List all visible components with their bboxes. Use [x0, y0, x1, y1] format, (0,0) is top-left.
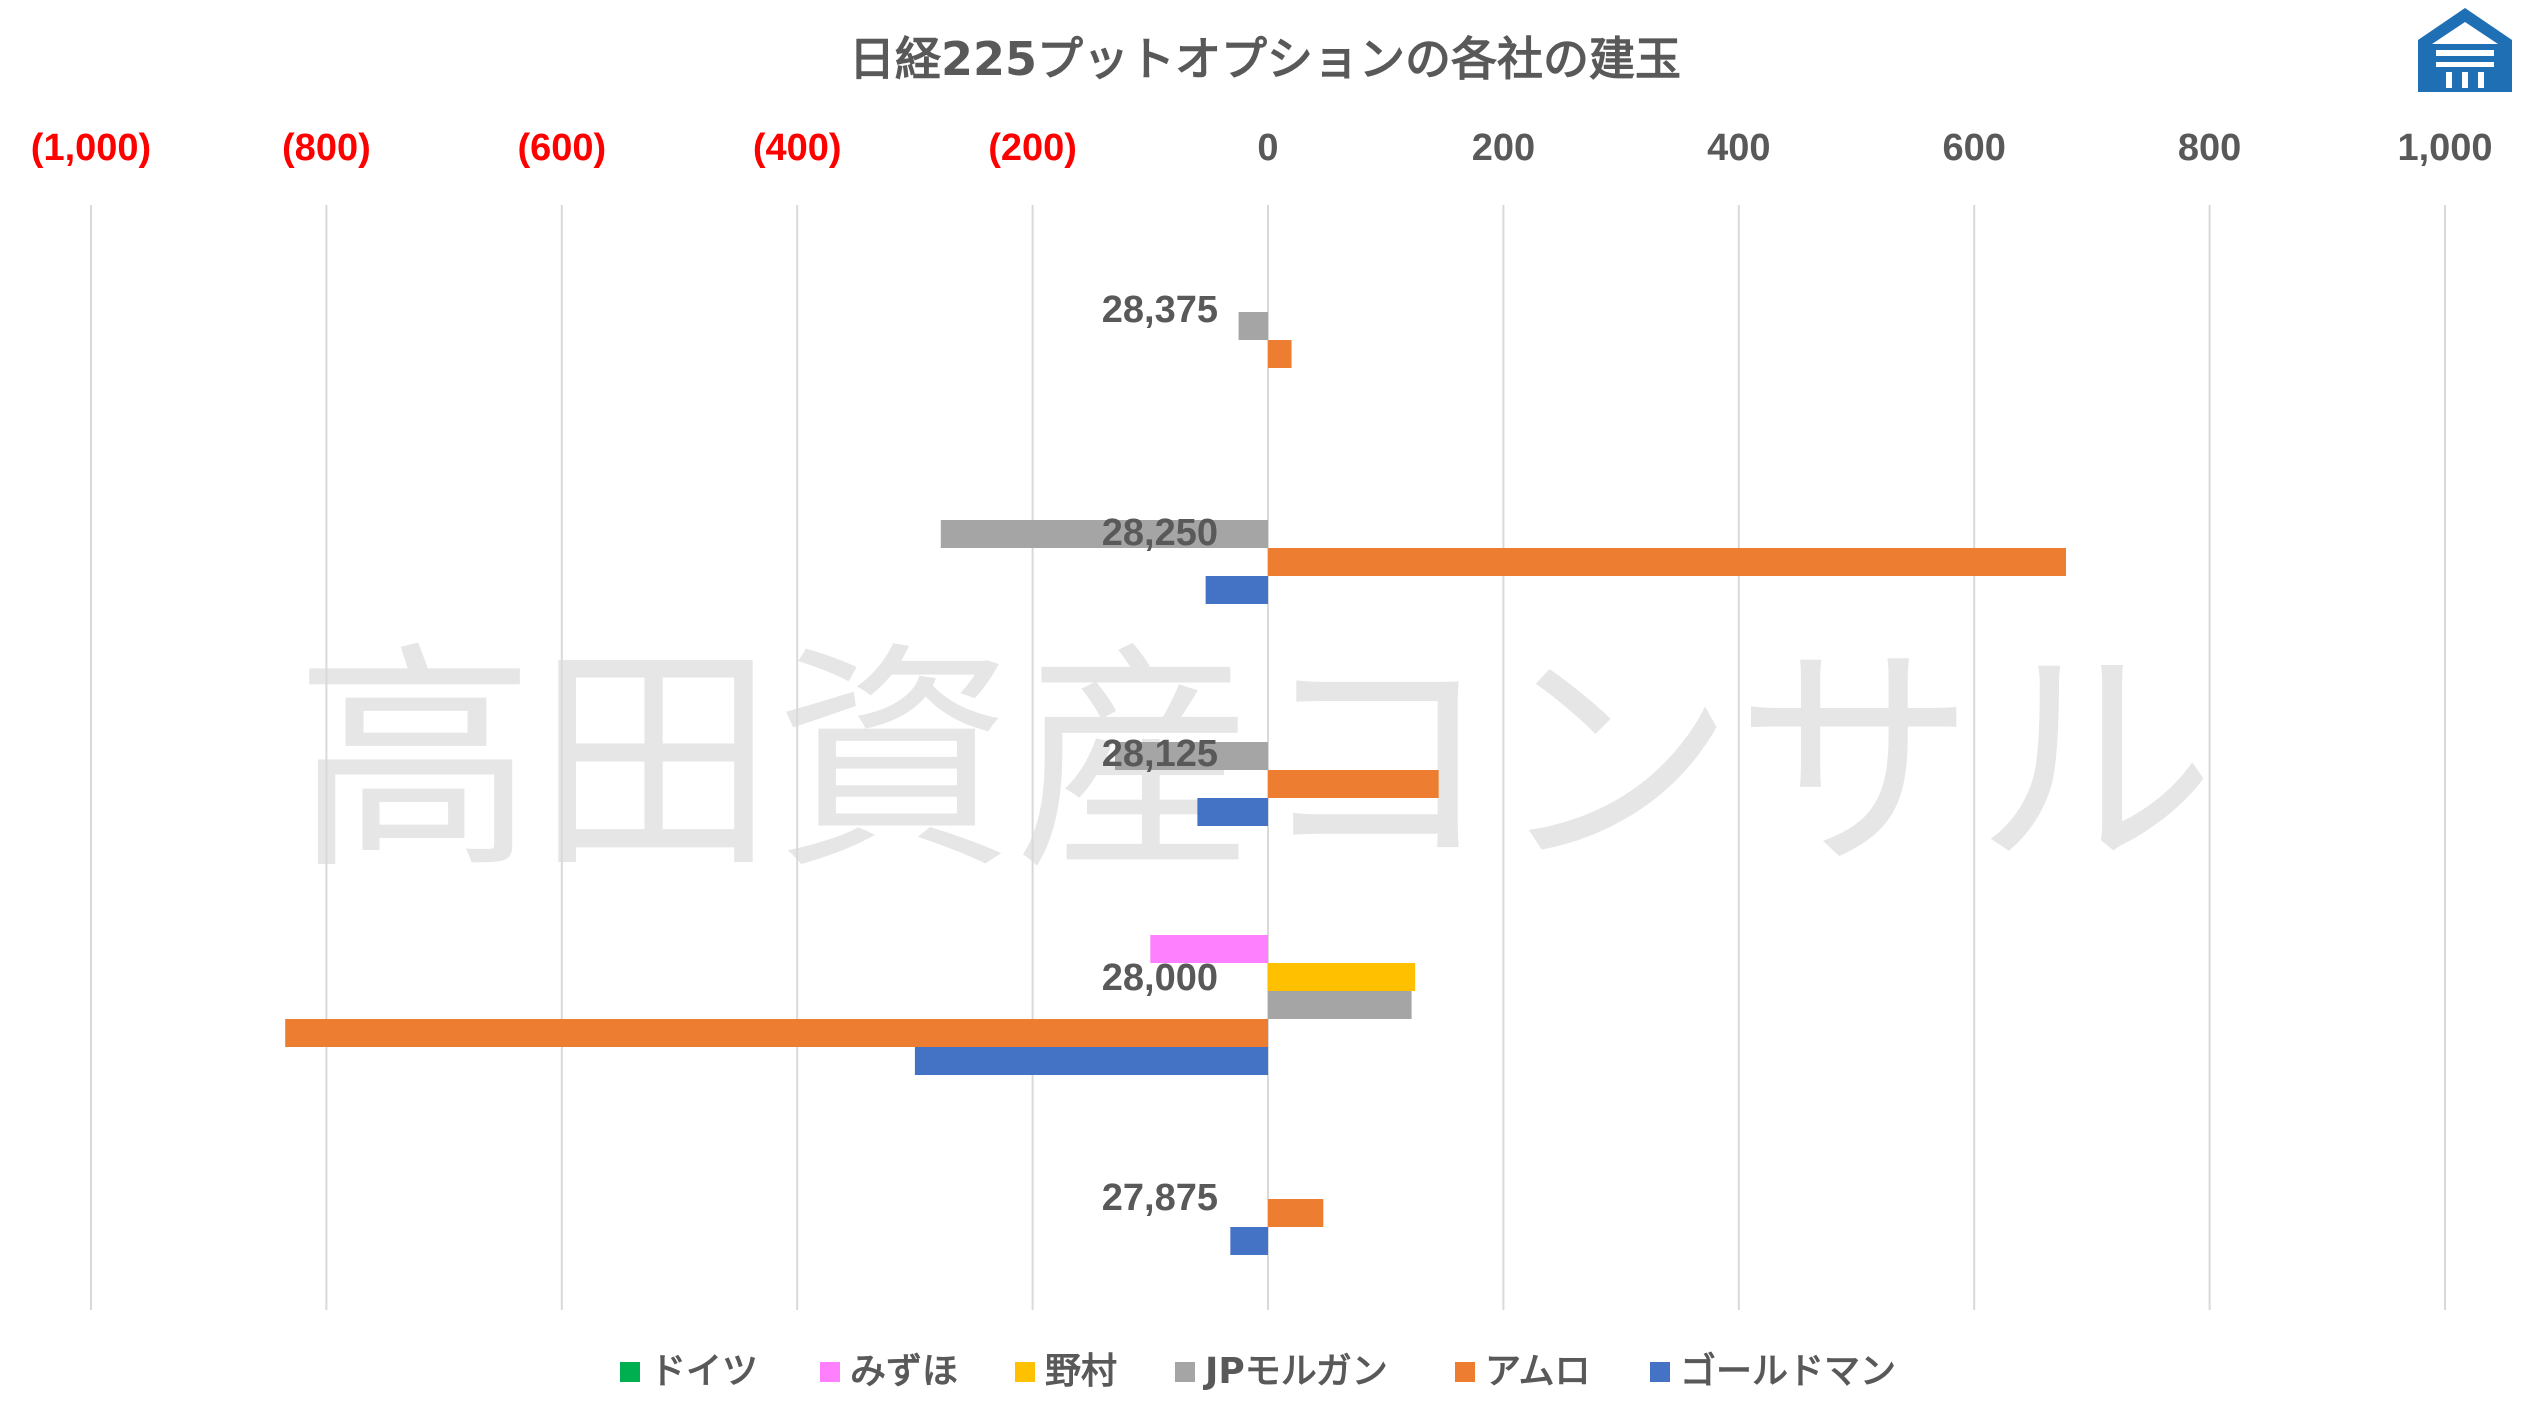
x-tick-label: (800): [282, 127, 371, 169]
legend-label: みずほ: [850, 1351, 958, 1392]
x-tick-label: (600): [517, 127, 606, 169]
bar-みずほ: [1150, 935, 1268, 963]
x-tick-label: 0: [1257, 127, 1278, 169]
bar-ゴールドマン: [914, 1047, 1268, 1075]
legend-label: 野村: [1045, 1351, 1117, 1392]
bar-JPモルガン: [1114, 742, 1268, 770]
bar-JPモルガン: [1238, 312, 1268, 340]
bar-アムロ: [1268, 548, 2067, 576]
legend-item: ゴールドマン: [1650, 1350, 1896, 1392]
chart-title: 日経225プットオプションの各社の建玉: [849, 32, 1681, 86]
bar-野村: [1268, 963, 1416, 991]
category-label: 28,250: [1102, 512, 1218, 554]
legend-label: JPモルガン: [1202, 1351, 1388, 1392]
legend-item: アムロ: [1455, 1351, 1590, 1392]
legend-swatch: [620, 1362, 640, 1382]
legend-swatch: [1015, 1362, 1035, 1382]
bar-JPモルガン: [940, 520, 1268, 548]
x-tick-label: (200): [988, 127, 1077, 169]
category-label: 27,875: [1102, 1177, 1218, 1219]
x-tick-label: 1,000: [2397, 127, 2492, 169]
logo-icon: [2418, 8, 2512, 92]
bar-アムロ: [1268, 770, 1439, 798]
x-tick-label: (400): [753, 127, 842, 169]
legend-swatch: [1650, 1362, 1670, 1382]
category-label: 28,125: [1102, 733, 1218, 775]
legend-item: ドイツ: [620, 1351, 758, 1392]
x-tick-label: (1,000): [31, 127, 151, 169]
bar-アムロ: [285, 1019, 1269, 1047]
legend-label: アムロ: [1485, 1351, 1590, 1392]
category-label: 28,375: [1102, 289, 1218, 331]
legend-label: ゴールドマン: [1680, 1350, 1896, 1392]
bar-アムロ: [1268, 340, 1292, 368]
legend-swatch: [1175, 1362, 1195, 1382]
category-label: 28,000: [1102, 957, 1218, 999]
bar-JPモルガン: [1268, 991, 1412, 1019]
legend-label: ドイツ: [650, 1351, 758, 1392]
legend-swatch: [820, 1362, 840, 1382]
bar-ゴールドマン: [1205, 576, 1268, 604]
legend-item: みずほ: [820, 1351, 958, 1392]
x-tick-label: 600: [1942, 127, 2005, 169]
legend-item: JPモルガン: [1175, 1351, 1388, 1392]
x-tick-label: 200: [1472, 127, 1535, 169]
x-tick-label: 800: [2178, 127, 2241, 169]
legend-swatch: [1455, 1362, 1475, 1382]
bar-ゴールドマン: [1230, 1227, 1268, 1255]
bar-アムロ: [1268, 1199, 1324, 1227]
legend-item: 野村: [1015, 1351, 1117, 1392]
bar-ゴールドマン: [1197, 798, 1268, 826]
x-tick-label: 400: [1707, 127, 1770, 169]
